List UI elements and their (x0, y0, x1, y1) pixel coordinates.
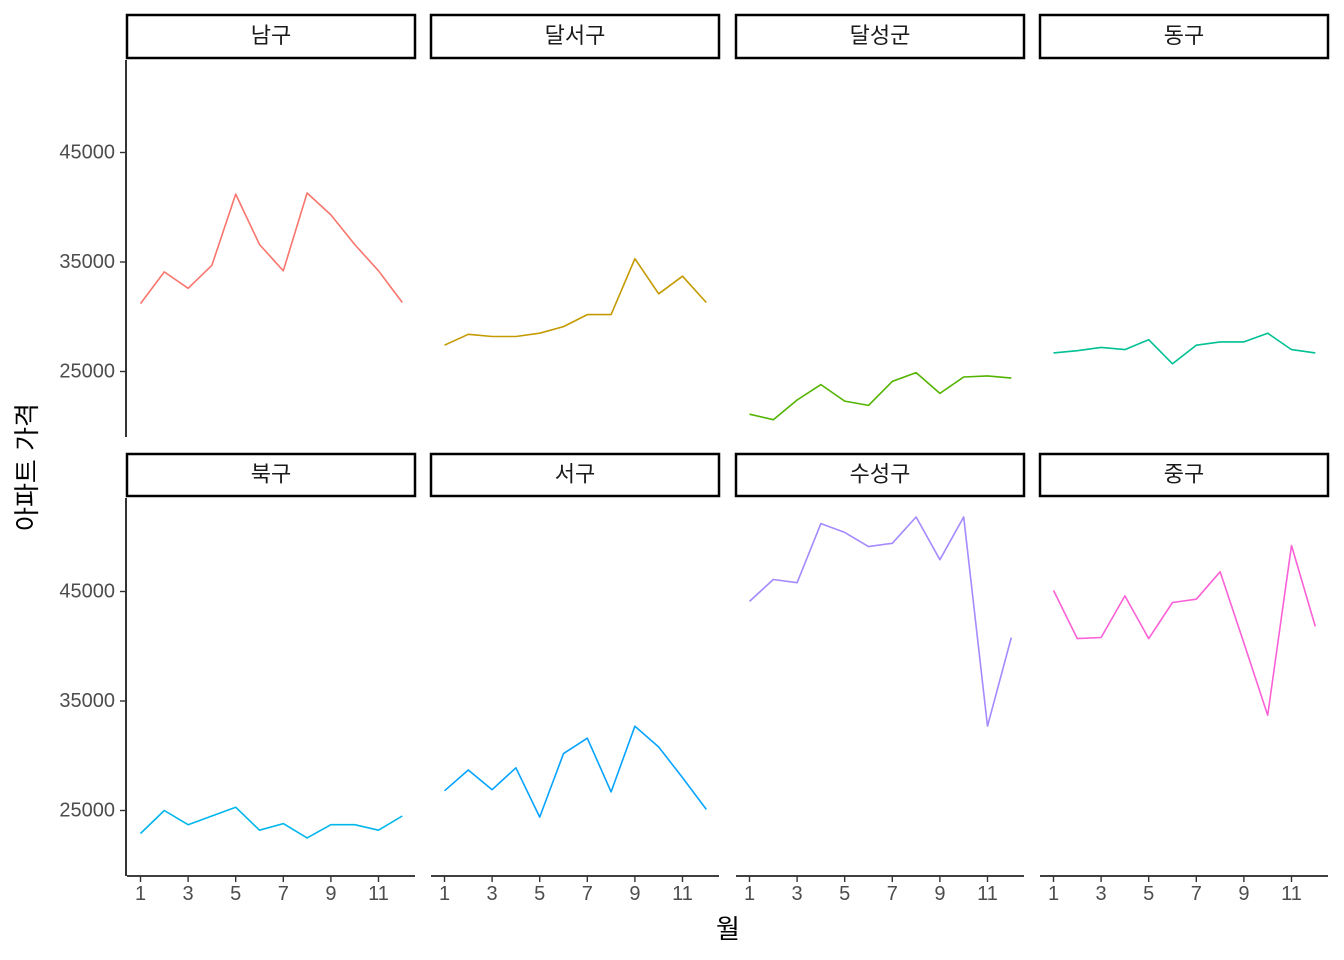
facet-strip-label: 수성구 (850, 463, 911, 488)
facet-strip-label: 달서구 (545, 24, 606, 49)
facet-strip (734, 13, 1026, 60)
series-line (444, 257, 707, 346)
x-axis-title: 월 (716, 915, 740, 945)
facet-strip-label: 북구 (251, 463, 291, 488)
x-tick-label: 7 (582, 883, 593, 905)
facet-panel: 서구 1 3 5 7 9 11 (429, 452, 721, 905)
x-tick-label: 11 (672, 883, 693, 905)
y-tick-label: 45000 (59, 581, 115, 603)
x-tick-label: 5 (534, 883, 545, 905)
facet-strip (429, 13, 721, 60)
x-tick-label: 9 (325, 883, 336, 905)
x-tick-label: 7 (278, 883, 289, 905)
facet-strip-label: 서구 (555, 463, 595, 488)
series-line (443, 725, 707, 818)
x-tick-label: 1 (1048, 883, 1059, 905)
facet-strip (429, 452, 721, 498)
facet-panel: 남구 25000 35000 45000 (59, 13, 417, 437)
x-tick-label: 1 (135, 883, 146, 905)
facet-panel: 중구 1 3 5 7 9 11 (1038, 452, 1330, 905)
facet-strip-label: 남구 (251, 24, 291, 49)
facet-strip (1038, 452, 1330, 498)
x-tick-label: 1 (744, 883, 755, 905)
x-tick-label: 11 (1281, 883, 1302, 905)
facet-strip-label: 달성군 (850, 24, 911, 49)
facet-strip (125, 13, 417, 60)
x-tick-label: 9 (934, 883, 945, 905)
y-tick-label: 35000 (59, 690, 115, 712)
facet-strip (125, 452, 417, 498)
series-line (139, 806, 403, 839)
x-tick-label: 3 (792, 883, 803, 905)
facet-panel: 북구 25000 35000 45000 1 3 5 7 9 11 (59, 452, 417, 905)
x-tick-label: 3 (183, 883, 194, 905)
series-line (749, 371, 1012, 421)
facet-strip (1038, 13, 1330, 60)
x-tick-label: 7 (1191, 883, 1202, 905)
x-tick-label: 11 (977, 883, 998, 905)
facet-strip-label: 동구 (1164, 24, 1204, 49)
facet-strip (734, 452, 1026, 498)
x-tick-label: 5 (230, 883, 241, 905)
facet-panel: 동구 (1038, 13, 1330, 365)
x-tick-label: 3 (1096, 883, 1107, 905)
x-tick-label: 9 (1238, 883, 1249, 905)
x-tick-label: 9 (629, 883, 640, 905)
x-tick-label: 11 (368, 883, 389, 905)
x-tick-label: 1 (439, 883, 450, 905)
x-tick-label: 7 (887, 883, 898, 905)
facet-panel: 달성군 (734, 13, 1026, 421)
series-line (748, 516, 1013, 728)
y-tick-label: 35000 (59, 251, 115, 273)
y-tick-label: 25000 (59, 361, 115, 383)
facet-strip-label: 중구 (1164, 463, 1204, 488)
x-tick-label: 5 (1143, 883, 1154, 905)
y-tick-label: 25000 (59, 800, 115, 822)
facet-panel: 수성구 1 3 5 7 9 11 (734, 452, 1026, 905)
y-axis-title: 아파트 가격 (13, 403, 43, 531)
y-tick-label: 45000 (59, 142, 115, 164)
series-line (1052, 544, 1317, 717)
series-line (1053, 332, 1316, 365)
x-tick-label: 3 (487, 883, 498, 905)
facet-panel: 달서구 (429, 13, 721, 346)
x-tick-label: 5 (839, 883, 850, 905)
series-line (139, 192, 403, 305)
